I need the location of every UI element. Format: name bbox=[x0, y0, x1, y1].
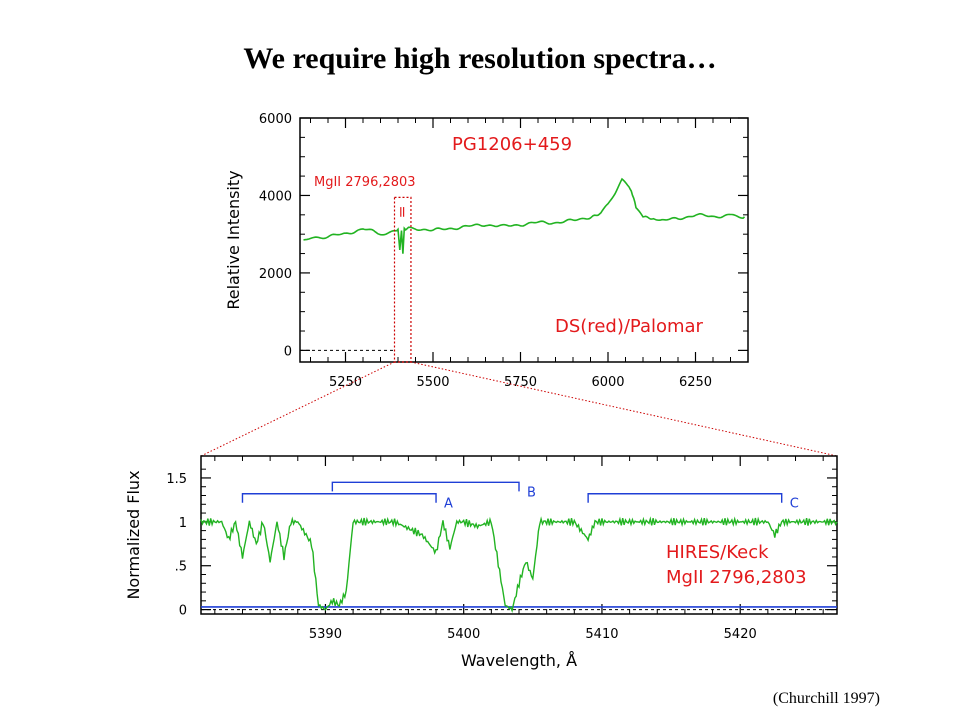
keck-x-tick-label: 5400 bbox=[447, 627, 480, 642]
system-bracket-b bbox=[331, 481, 520, 492]
palomar-plot-frame bbox=[299, 117, 749, 363]
zoom-region-box bbox=[393, 196, 412, 363]
keck-spectrum-line bbox=[200, 516, 838, 614]
palomar-x-tick-label: 6250 bbox=[679, 375, 712, 390]
system-bracket-c bbox=[587, 493, 783, 503]
keck-x-tick-label: 5390 bbox=[309, 627, 342, 642]
palomar-x-tick-label: 5500 bbox=[416, 375, 449, 390]
keck-y-ticks: 0 .5 1 1.5 bbox=[166, 468, 837, 619]
system-label-c: C bbox=[790, 497, 799, 512]
palomar-y-tick-label: 6000 bbox=[259, 112, 292, 127]
palomar-x-tick-label: 5250 bbox=[329, 375, 362, 390]
palomar-x-tick-label: 6000 bbox=[591, 375, 624, 390]
palomar-y-ticks: 0 2000 4000 6000 bbox=[259, 112, 748, 359]
palomar-spectrum-line bbox=[303, 177, 746, 254]
slide-title: We require high resolution spectra… bbox=[243, 42, 717, 75]
keck-y-tick-label: 1.5 bbox=[166, 472, 187, 487]
palomar-y-tick-label: 0 bbox=[284, 344, 292, 359]
instrument-label-top: DS(red)/Palomar bbox=[555, 316, 704, 337]
palomar-panel: 5250 5500 5750 6000 6250 0 2000 4000 6000 Relat… bbox=[224, 112, 749, 390]
keck-x-tick-label: 5420 bbox=[724, 627, 757, 642]
zoom-guide-right bbox=[410, 361, 838, 457]
palomar-x-ticks: 5250 5500 5750 6000 6250 bbox=[310, 118, 749, 390]
mgii-doublet-marker bbox=[400, 207, 405, 217]
system-label-a: A bbox=[444, 497, 453, 512]
palomar-y-tick-label: 2000 bbox=[259, 267, 292, 282]
keck-plot-frame bbox=[200, 455, 838, 615]
citation: (Churchill 1997) bbox=[772, 690, 880, 707]
keck-x-axis-label: Wavelength, Å bbox=[461, 651, 577, 670]
keck-y-axis-label: Normalized Flux bbox=[124, 470, 143, 599]
system-bracket-a bbox=[241, 493, 437, 503]
system-label-b: B bbox=[527, 485, 536, 500]
zoom-guide-left bbox=[200, 361, 395, 457]
palomar-y-axis-label: Relative Intensity bbox=[224, 170, 243, 309]
palomar-y-tick-label: 4000 bbox=[259, 189, 292, 204]
keck-y-tick-label: 0 bbox=[179, 604, 187, 619]
keck-panel: 5390 5400 5410 5420 0 .5 1 1.5 A B C Normalized … bbox=[124, 455, 838, 670]
mgii-line-label-top: MgII 2796,2803 bbox=[314, 175, 416, 190]
keck-y-tick-label: 1 bbox=[179, 516, 187, 531]
keck-x-tick-label: 5410 bbox=[585, 627, 618, 642]
absorber-system-brackets: A B C bbox=[241, 481, 799, 512]
keck-y-tick-label: .5 bbox=[175, 560, 187, 575]
mgii-line-label-bottom: MgII 2796,2803 bbox=[666, 567, 807, 588]
object-name-label: PG1206+459 bbox=[452, 134, 572, 155]
palomar-x-tick-label: 5750 bbox=[504, 375, 537, 390]
instrument-label-bottom: HIRES/Keck bbox=[666, 542, 769, 563]
